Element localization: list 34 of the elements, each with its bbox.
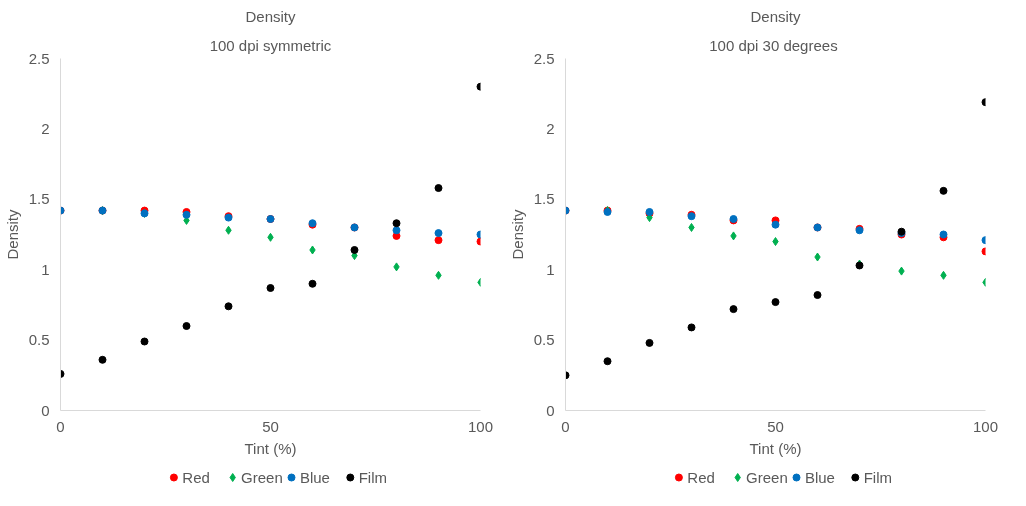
- x-tick-label: 50: [767, 417, 784, 435]
- y-tick-label: 0: [546, 401, 555, 419]
- y-tick-label: 2: [41, 119, 50, 137]
- legend-label: Green: [241, 469, 283, 486]
- legend-label: Red: [687, 469, 715, 486]
- y-tick-label: 1: [546, 260, 555, 278]
- legend-label: Film: [863, 469, 893, 486]
- y-axis-title: Density: [3, 208, 21, 260]
- chart-subtitle: 100 dpi symmetric: [209, 36, 332, 54]
- chart-subtitle: 100 dpi 30 degrees: [709, 36, 838, 54]
- legend-label: Red: [182, 469, 210, 486]
- x-tick-label: 100: [972, 417, 999, 435]
- x-axis-title: Tint (%): [244, 439, 297, 457]
- y-tick-label: 1.5: [533, 190, 555, 208]
- y-tick-label: 0.5: [533, 331, 555, 349]
- x-tick-label: 0: [561, 417, 570, 435]
- chart-title: Density: [245, 7, 297, 25]
- chart-title: Density: [750, 7, 802, 25]
- y-tick-label: 0.5: [28, 331, 50, 349]
- y-tick-label: 2.5: [28, 49, 50, 67]
- legend-label: Blue: [804, 469, 835, 486]
- y-axis-title: Density: [508, 208, 526, 260]
- y-tick-label: 2.5: [533, 49, 555, 67]
- x-axis-title: Tint (%): [749, 439, 802, 457]
- x-tick-label: 0: [56, 417, 65, 435]
- legend-label: Film: [358, 469, 388, 486]
- y-tick-label: 1: [41, 260, 50, 278]
- y-tick-label: 2: [546, 119, 555, 137]
- legend-label: Blue: [299, 469, 330, 486]
- x-tick-label: 50: [262, 417, 279, 435]
- x-tick-label: 100: [467, 417, 494, 435]
- legend-label: Green: [746, 469, 788, 486]
- y-tick-label: 0: [41, 401, 50, 419]
- y-tick-label: 1.5: [28, 190, 50, 208]
